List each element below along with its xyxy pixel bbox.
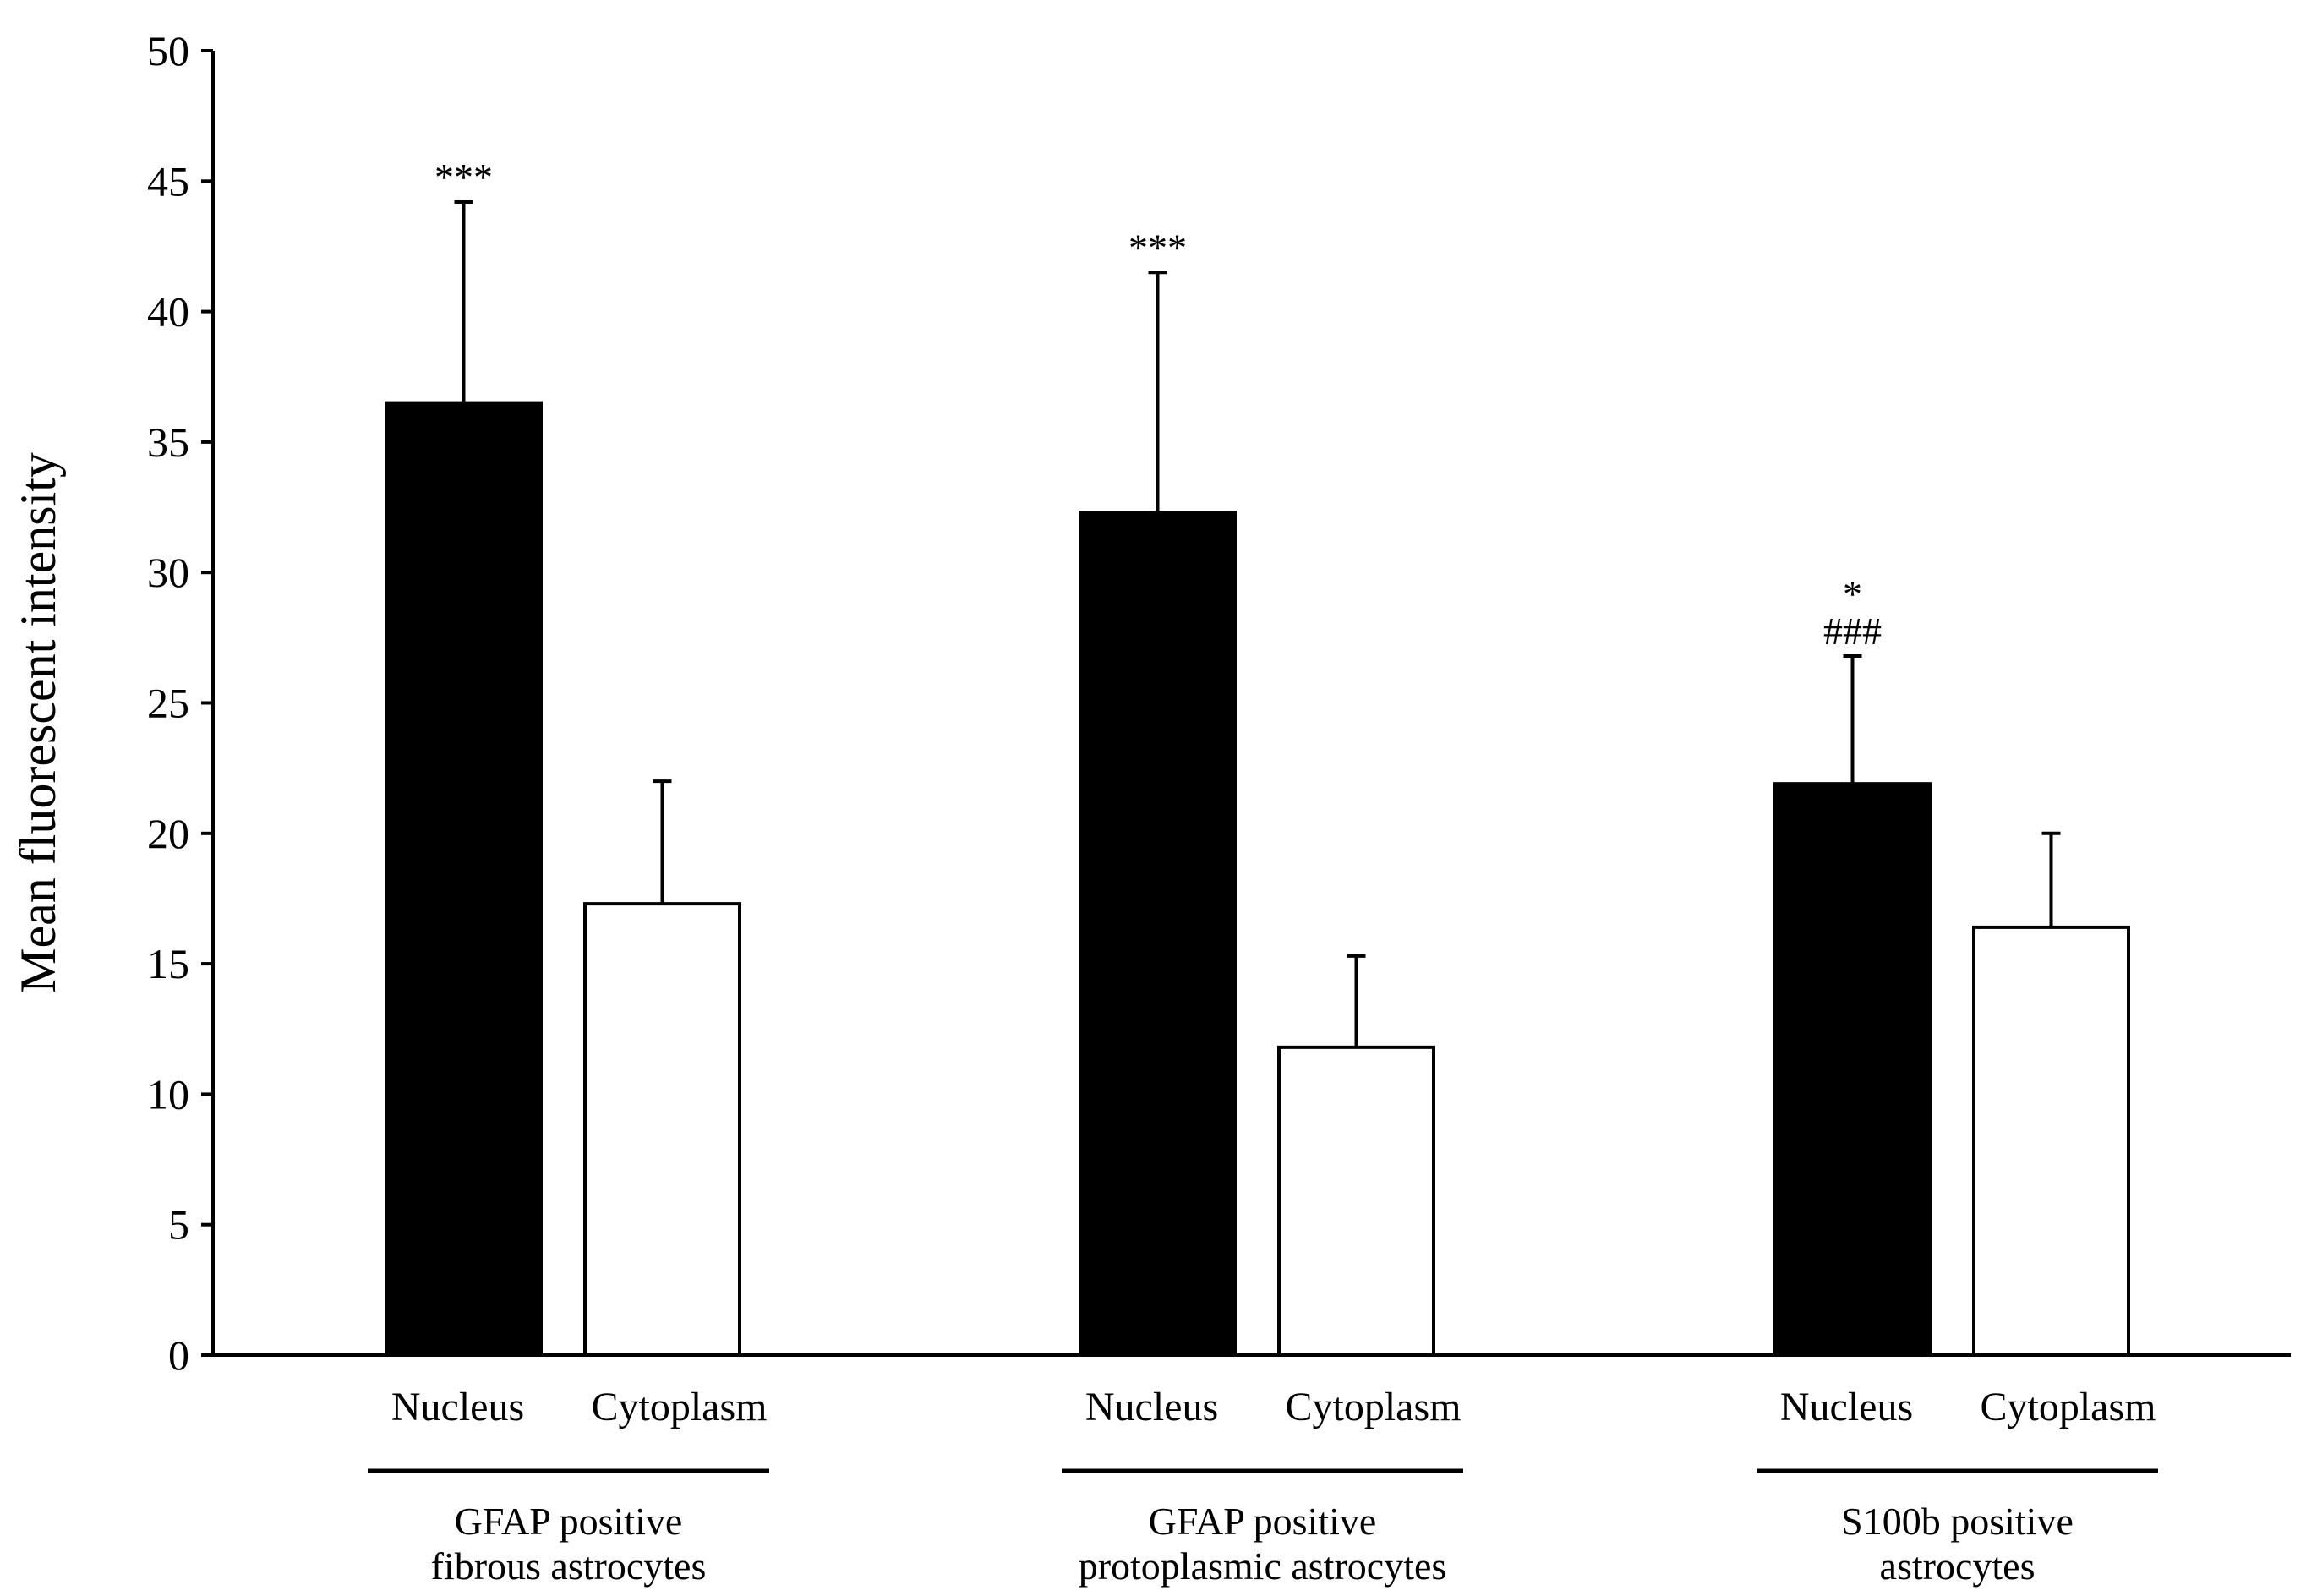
group-label-line2: astrocytes [1880,1544,2036,1588]
y-tick-label: 30 [147,549,189,596]
x-category-label: Nucleus [1085,1385,1218,1429]
group-label-line1: S100b positive [1841,1500,2074,1543]
significance-marker: *** [434,156,493,199]
y-tick-label: 0 [168,1331,189,1379]
group-label-line2: fibrous astrocytes [431,1544,707,1588]
y-tick-label: 20 [147,810,189,857]
y-tick-label: 45 [147,157,189,205]
y-tick-label: 40 [147,288,189,336]
bar-cytoplasm [1277,1045,1435,1358]
y-tick-label: 50 [147,27,189,74]
x-category-label: Cytoplasm [591,1385,767,1429]
error-bars [454,200,2061,1047]
x-category-label: Nucleus [391,1385,524,1429]
y-axis-label: Mean fluorescent intensity [10,452,66,993]
group-label-line1: GFAP positive [1149,1500,1377,1543]
y-axis: 0 5 10 15 20 25 30 35 40 45 50 [147,27,2291,1379]
bar-nucleus [385,401,543,1357]
significance-annotations: *******### [434,156,1882,653]
x-category-labels: Nucleus Cytoplasm Nucleus Cytoplasm Nucleus C… [391,1385,2156,1429]
group-label-line2: protoplasmic astrocytes [1079,1544,1447,1588]
group-label-line1: GFAP positive [455,1500,683,1543]
bar-cytoplasm [1972,925,2130,1357]
y-tick-label: 10 [147,1070,189,1118]
significance-marker-secondary: ### [1823,609,1882,653]
x-category-label: Nucleus [1780,1385,1913,1429]
significance-marker: *** [1128,226,1187,269]
x-category-label: Cytoplasm [1980,1385,2156,1429]
x-category-label: Cytoplasm [1285,1385,1461,1429]
bar-cytoplasm [583,902,741,1357]
bar-nucleus [1773,782,1932,1357]
bars [385,401,2130,1358]
y-tick-label: 35 [147,418,189,466]
y-tick-label: 5 [168,1201,189,1249]
y-tick-label: 15 [147,940,189,987]
bar-nucleus [1079,511,1237,1357]
significance-marker: * [1843,572,1862,615]
y-tick-label: 25 [147,680,189,727]
